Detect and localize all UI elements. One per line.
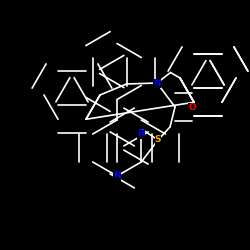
Text: O: O (188, 102, 196, 112)
Text: N: N (138, 130, 145, 138)
Text: N: N (113, 172, 121, 180)
Text: S: S (155, 136, 161, 144)
Text: N: N (153, 78, 161, 88)
